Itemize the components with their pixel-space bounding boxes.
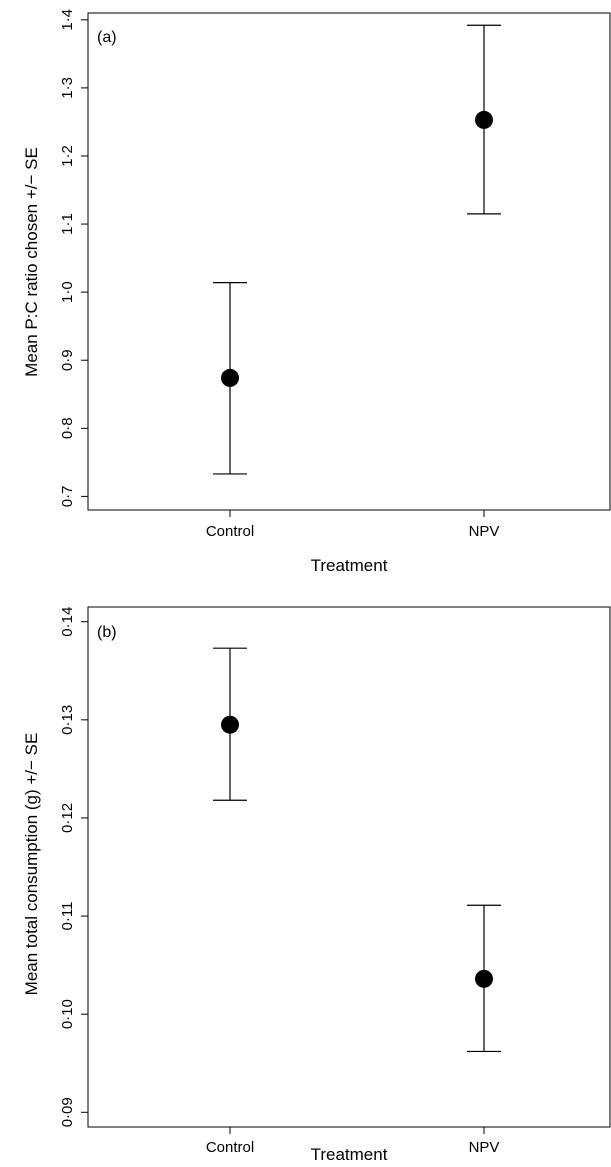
data-point bbox=[475, 969, 493, 988]
data-point bbox=[221, 715, 239, 734]
x-tick-label: Control bbox=[206, 523, 254, 540]
y-axis-title: Mean total consumption (g) +/− SE bbox=[22, 733, 41, 996]
y-tick-label: 0·14 bbox=[59, 607, 76, 637]
x-axis: Control NPV bbox=[206, 510, 500, 540]
y-tick-label: 0·11 bbox=[59, 902, 76, 931]
panel-label: (a) bbox=[97, 29, 117, 46]
x-tick-label: Control bbox=[206, 1139, 254, 1156]
x-axis: Control NPV bbox=[206, 1127, 500, 1156]
y-tick-label: 1·2 bbox=[59, 145, 76, 167]
data-point bbox=[475, 110, 493, 129]
y-tick-label: 1·4 bbox=[59, 9, 76, 31]
y-axis-title: Mean P:C ratio chosen +/− SE bbox=[22, 147, 41, 377]
plot-frame bbox=[87, 12, 611, 511]
x-tick-label: NPV bbox=[469, 1139, 500, 1156]
y-axis: 0·09 0·10 0·11 0·12 0·13 0·14 bbox=[59, 607, 88, 1127]
y-tick-label: 0·10 bbox=[59, 999, 76, 1029]
y-tick-label: 1·3 bbox=[59, 77, 76, 99]
y-tick-label: 0·8 bbox=[59, 417, 76, 439]
y-tick-label: 1·0 bbox=[59, 281, 76, 303]
data-series bbox=[213, 24, 501, 475]
panel-label: (b) bbox=[97, 624, 117, 641]
y-tick-label: 0·7 bbox=[59, 486, 76, 508]
x-axis-title: Treatment bbox=[311, 1145, 388, 1164]
y-tick-label: 0·09 bbox=[59, 1097, 76, 1127]
x-axis-title: Treatment bbox=[311, 556, 388, 575]
data-series bbox=[213, 647, 501, 1053]
data-point bbox=[221, 368, 239, 387]
x-tick-label: NPV bbox=[469, 523, 500, 540]
y-axis: 0·7 0·8 0·9 1·0 1·1 1·2 1·3 1·4 bbox=[59, 9, 88, 507]
panel-b: (b) Treatment Mean total consumption (g)… bbox=[22, 606, 611, 1164]
y-tick-label: 0·13 bbox=[59, 705, 76, 735]
y-tick-label: 0·12 bbox=[59, 803, 76, 833]
y-tick-label: 0·9 bbox=[59, 349, 76, 371]
plot-frame bbox=[87, 606, 611, 1128]
y-tick-label: 1·1 bbox=[59, 213, 76, 235]
panel-a: (a) Treatment Mean P:C ratio chosen +/− … bbox=[22, 9, 611, 575]
